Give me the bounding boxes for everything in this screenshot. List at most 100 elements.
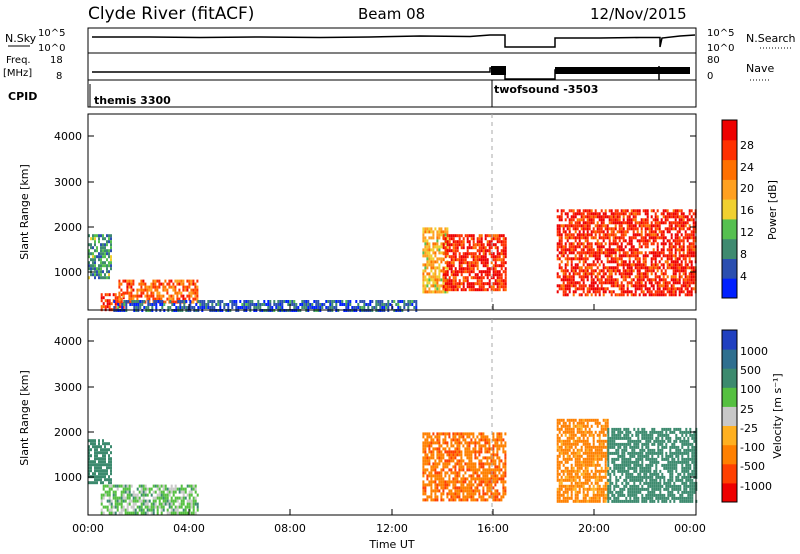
velocity-cell-650	[442, 453, 445, 457]
power-cell-2326	[642, 224, 645, 228]
velocity-cell-1842	[623, 427, 626, 431]
power-cell-1295	[482, 252, 485, 256]
velocity-cell-1292	[566, 490, 569, 494]
power-cell-18	[92, 234, 94, 238]
velocity-cell-1061	[492, 447, 495, 451]
power-cell-1683	[578, 272, 581, 276]
velocity-cell-474	[194, 502, 197, 506]
velocity-cell-787	[458, 471, 461, 475]
power-cell-1037	[444, 285, 447, 289]
power-cell-1851	[594, 275, 597, 279]
velocity-cell-510	[424, 471, 427, 475]
power-cell-709	[347, 300, 350, 303]
power-cell-2618	[672, 227, 675, 231]
power-cell-772	[391, 300, 394, 303]
velocity-cell-1350	[572, 469, 575, 473]
power-cell-1933	[602, 275, 605, 279]
power-cell-2303	[638, 293, 641, 297]
power-cell-244	[144, 300, 147, 304]
velocity-cell-1762	[613, 445, 616, 449]
velocity-cell-1979	[637, 451, 640, 455]
velocity-cell-1626	[598, 499, 601, 503]
power-cell-2177	[626, 287, 629, 291]
velocity-cell-959	[478, 495, 481, 499]
velocity-cell-1843	[623, 433, 626, 437]
power-cell-2814	[690, 245, 693, 249]
power-cell-2830	[692, 218, 695, 222]
power-cell-1133	[458, 258, 461, 262]
power-cell-2734	[682, 245, 685, 249]
power-cell-669	[317, 303, 320, 306]
velocity-cell-1751	[611, 469, 614, 473]
velocity-cell-1339	[572, 424, 575, 428]
power-cell-1175	[464, 270, 467, 274]
power-cell-2244	[634, 218, 637, 222]
velocity-cell-551	[430, 456, 433, 460]
velocity-cell-852	[466, 477, 469, 481]
power-cell-2509	[660, 263, 663, 267]
velocity-cell-642	[440, 486, 443, 490]
power-cell-1605	[570, 281, 573, 285]
power-cell-1737	[584, 227, 587, 231]
power-cell-1910	[600, 251, 603, 255]
power-cell-2462	[656, 215, 659, 219]
power-cell-1178	[464, 288, 467, 292]
power-cell-1336	[488, 252, 491, 256]
power-cell-414	[135, 300, 138, 303]
velocity-cell-822	[462, 486, 465, 490]
power-cell-646	[303, 300, 306, 303]
power-cell-2114	[620, 275, 623, 279]
power-cell-2813	[690, 242, 693, 246]
power-cell-1211	[470, 255, 473, 259]
power-cell-1730	[582, 284, 585, 288]
velocity-cell-1255	[564, 433, 567, 437]
power-cell-2197	[628, 275, 631, 279]
power-cell-2098	[620, 209, 623, 213]
power-cell-1386	[496, 246, 499, 250]
power-cell-1518	[562, 269, 565, 273]
power-cell-555	[241, 306, 244, 309]
power-cell-184	[120, 300, 123, 304]
velocity-cell-72	[100, 457, 102, 461]
power-cell-2427	[652, 242, 655, 246]
power-cell-151	[114, 293, 117, 297]
power-cell-1179	[466, 234, 469, 238]
power-cell-2602	[670, 251, 673, 255]
power-cell-2297	[638, 272, 641, 276]
velocity-cell-607	[436, 477, 439, 481]
power-cell-1542	[564, 275, 567, 279]
velocity-cell-462	[192, 487, 195, 491]
power-cell-44	[96, 255, 98, 259]
power-cell-95	[106, 243, 108, 247]
power-cell-1976	[608, 227, 611, 231]
power-cell-1769	[586, 266, 589, 270]
velocity-cell-326	[154, 505, 157, 509]
power-cell-2120	[622, 209, 625, 213]
power-cell-2832	[692, 224, 695, 228]
velocity-cell-1443	[582, 430, 585, 434]
power-cell-2520	[662, 230, 665, 234]
power-cell-630	[291, 303, 294, 306]
power-cell-633	[293, 303, 296, 306]
power-cell-2027	[612, 251, 615, 255]
velocity-cell-1267	[564, 484, 567, 488]
velocity-cell-388	[170, 511, 173, 515]
velocity-cell-1978	[637, 445, 640, 449]
velocity-cell-124	[110, 451, 112, 455]
velocity-cell-489	[422, 465, 425, 469]
velocity-cell-630	[440, 432, 443, 436]
power-cell-1277	[480, 237, 483, 241]
velocity-cell-940	[476, 489, 479, 493]
power-cell-1682	[578, 269, 581, 273]
velocity-cell-512	[424, 486, 427, 490]
power-cell-153	[114, 299, 117, 303]
velocity-cell-1901	[629, 445, 632, 449]
power-cell-1144	[460, 246, 463, 250]
velocity-cell-194	[118, 499, 121, 503]
power-cell-1900	[600, 215, 603, 219]
velocity-cell-1303	[568, 439, 571, 443]
velocity-cell-1480	[584, 481, 587, 485]
power-cell-2125	[622, 227, 625, 231]
power-cell-1593	[570, 236, 573, 240]
